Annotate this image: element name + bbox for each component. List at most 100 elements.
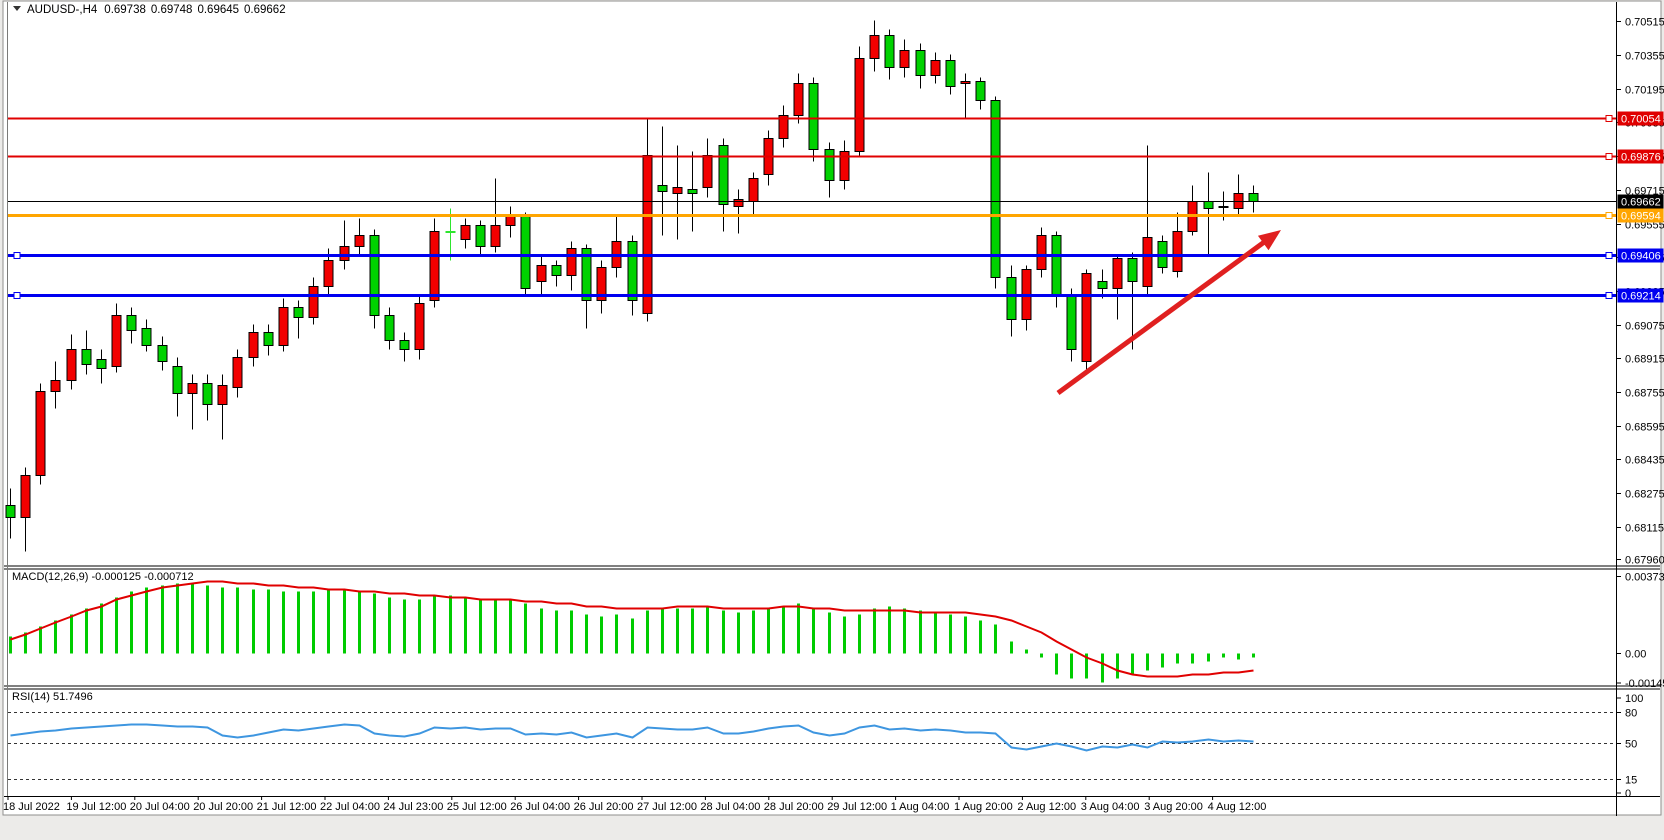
time-tick-label: 28 Jul 04:00 xyxy=(700,801,760,813)
candle-body xyxy=(384,315,395,341)
macd-histogram-bar xyxy=(221,587,224,654)
macd-histogram-bar xyxy=(509,599,512,654)
macd-histogram-bar xyxy=(1055,653,1058,675)
macd-tick-label: 0.00373 xyxy=(1625,572,1664,584)
price-tick-label: 0.68115 xyxy=(1625,523,1664,535)
macd-histogram-bar xyxy=(1252,653,1255,658)
candle-body xyxy=(81,349,92,365)
candle-body xyxy=(111,315,122,367)
candle-body xyxy=(339,246,350,261)
candle-body xyxy=(869,35,880,59)
macd-histogram-bar xyxy=(585,614,588,654)
macd-histogram-bar xyxy=(600,616,603,654)
macd-histogram-bar xyxy=(1207,653,1210,662)
candle-body xyxy=(1097,281,1108,289)
trend-arrow-line[interactable] xyxy=(1056,237,1269,396)
price-tick-label: 0.70355 xyxy=(1625,51,1664,63)
macd-histogram-bar xyxy=(449,595,452,654)
candle-body xyxy=(808,83,819,150)
macd-histogram-bar xyxy=(555,610,558,654)
price-tag xyxy=(1617,208,1664,223)
candle-body xyxy=(1112,258,1123,289)
macd-histogram-bar xyxy=(1176,653,1179,664)
candle-body xyxy=(657,185,668,192)
line-handle[interactable] xyxy=(13,292,21,299)
candle-body xyxy=(1066,296,1077,350)
price-tick-label: 0.68275 xyxy=(1625,489,1664,501)
price-tick-label: 0.68595 xyxy=(1625,422,1664,434)
macd-histogram-bar xyxy=(282,591,285,654)
macd-histogram-bar xyxy=(433,595,436,654)
macd-histogram-bar xyxy=(85,608,88,654)
candle-body xyxy=(566,248,577,276)
macd-histogram-bar xyxy=(661,608,664,654)
macd-histogram-bar xyxy=(737,612,740,654)
chart-canvas[interactable]: 0.705150.703550.701950.700350.698750.697… xyxy=(0,0,1664,818)
price-tag xyxy=(1617,149,1664,164)
price-tag xyxy=(1617,111,1664,126)
price-tag-label: 0.69406 xyxy=(1621,251,1661,263)
macd-histogram-bar xyxy=(812,608,815,654)
candle-body xyxy=(854,58,865,152)
macd-histogram-bar xyxy=(297,591,300,654)
line-handle[interactable] xyxy=(1605,153,1613,160)
time-tick-label: 22 Jul 04:00 xyxy=(320,801,380,813)
macd-histogram-bar xyxy=(767,608,770,654)
time-tick-label: 28 Jul 20:00 xyxy=(764,801,824,813)
line-handle[interactable] xyxy=(1605,115,1613,122)
chart-window xyxy=(2,0,1662,816)
macd-histogram-bar xyxy=(888,606,891,654)
candle-body xyxy=(50,380,61,392)
macd-histogram-bar xyxy=(1146,653,1149,671)
macd-histogram-bar xyxy=(540,608,543,654)
macd-histogram-bar xyxy=(706,606,709,654)
candle-body xyxy=(1203,201,1214,209)
macd-histogram-bar xyxy=(130,591,133,654)
candle-body xyxy=(718,145,729,205)
time-tick-label: 24 Jul 23:00 xyxy=(383,801,443,813)
candle-body xyxy=(66,349,77,381)
time-tick-label: 1 Aug 04:00 xyxy=(891,801,950,813)
price-tag xyxy=(1617,194,1664,209)
macd-histogram-bar xyxy=(524,603,527,654)
macd-histogram-bar xyxy=(1040,653,1043,658)
macd-histogram-bar xyxy=(782,606,785,654)
price-tick-label: 0.68755 xyxy=(1625,388,1664,400)
macd-histogram-bar xyxy=(312,591,315,654)
symbol-dropdown-icon[interactable] xyxy=(13,6,21,11)
candle-body xyxy=(975,81,986,101)
macd-histogram-bar xyxy=(1191,653,1194,664)
candle-body xyxy=(490,225,501,247)
macd-histogram-bar xyxy=(479,599,482,654)
candle-body xyxy=(1172,231,1183,272)
time-tick-label: 27 Jul 12:00 xyxy=(637,801,697,813)
time-tick-label: 20 Jul 20:00 xyxy=(193,801,253,813)
macd-histogram-bar xyxy=(615,614,618,654)
line-handle[interactable] xyxy=(1605,292,1613,299)
candle-body xyxy=(960,81,971,84)
candle-body xyxy=(278,307,289,346)
line-handle[interactable] xyxy=(13,252,21,259)
candle-body xyxy=(581,248,592,301)
macd-histogram-bar xyxy=(1070,653,1073,679)
macd-histogram-bar xyxy=(722,610,725,654)
candle-body xyxy=(232,357,243,388)
macd-histogram-bar xyxy=(873,608,876,654)
candle-body xyxy=(1006,277,1017,320)
candle-body xyxy=(748,178,759,202)
line-handle[interactable] xyxy=(1605,252,1613,259)
macd-histogram-bar xyxy=(752,610,755,654)
candle-body xyxy=(35,391,46,476)
trend-arrow-head[interactable] xyxy=(1257,230,1281,251)
price-tick-label: 0.69075 xyxy=(1625,321,1664,333)
macd-histogram-bar xyxy=(267,589,270,654)
macd-histogram-bar xyxy=(1025,649,1028,654)
macd-histogram-bar xyxy=(691,608,694,654)
candle-body xyxy=(945,60,956,87)
candle-body xyxy=(672,187,683,194)
price-tick-label: 0.70515 xyxy=(1625,17,1664,29)
macd-histogram-bar xyxy=(1085,653,1088,679)
line-handle[interactable] xyxy=(1605,212,1613,219)
macd-histogram-bar xyxy=(919,610,922,654)
candle-body xyxy=(899,50,910,68)
